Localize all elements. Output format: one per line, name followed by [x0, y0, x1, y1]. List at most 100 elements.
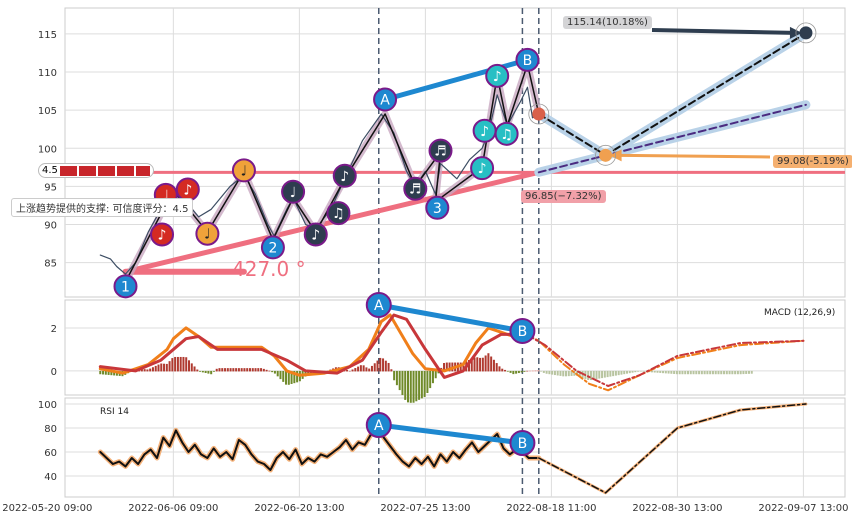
macd-histogram-bar — [409, 370, 412, 403]
macd-histogram-bar — [196, 369, 199, 372]
macd-histogram-bar — [747, 370, 750, 374]
marker-label: 2 — [268, 240, 277, 256]
macd-histogram-bar — [650, 370, 653, 373]
target-ring — [595, 144, 616, 166]
score-icon — [135, 165, 150, 176]
marker-circle — [403, 176, 428, 201]
macd-histogram-bar — [725, 370, 728, 375]
marker-circle — [281, 179, 306, 204]
macd-histogram-bar — [473, 357, 476, 372]
macd-histogram-bar — [573, 370, 576, 376]
marker-circle — [150, 222, 175, 247]
macd-histogram-bar — [426, 370, 429, 393]
macd-histogram-bar — [143, 369, 146, 372]
pattern-marker: ♫ — [494, 121, 519, 146]
macd-histogram-bar — [376, 360, 379, 372]
macd-histogram-bar — [659, 370, 662, 373]
macd-histogram-bar — [692, 370, 695, 375]
pattern-marker: ♫ — [326, 201, 351, 226]
macd-histogram-bar — [279, 370, 282, 380]
marker-circle — [332, 163, 357, 188]
macd-histogram-bar — [406, 370, 409, 403]
macd-histogram-bar — [520, 370, 523, 373]
forecast-trendline — [537, 103, 807, 174]
marker-label: ♩ — [290, 185, 297, 201]
macd-histogram-bar — [246, 368, 249, 372]
marker-circle — [195, 221, 220, 246]
macd-histogram-bar — [182, 356, 185, 372]
macd-histogram-bar — [357, 366, 360, 372]
macd-histogram-bar — [490, 356, 493, 372]
y-tick-label: 0 — [51, 367, 57, 378]
score-icon — [78, 165, 96, 176]
macd-histogram-bar — [504, 369, 507, 372]
macd-histogram-bar — [113, 370, 116, 376]
y-tick-label: 110 — [38, 68, 57, 79]
marker-label: ♪ — [493, 69, 502, 85]
macd-histogram-bar — [512, 370, 515, 375]
macd-histogram-bar — [99, 370, 102, 375]
macd-histogram-bar — [348, 370, 351, 372]
marker-label: ♬ — [409, 182, 422, 198]
macd-histogram-bar — [431, 370, 434, 384]
rsi-legend: RSI 14 — [100, 407, 129, 417]
macd-histogram-bar — [140, 368, 143, 372]
target-dot — [799, 26, 813, 40]
macd-histogram-bar — [714, 370, 717, 375]
macd-histogram-bar — [359, 365, 362, 372]
marker-label: B — [518, 324, 528, 340]
target-dot — [599, 148, 613, 162]
macd-histogram-bar — [382, 358, 385, 372]
macd-histogram-bar — [703, 370, 706, 375]
macd-histogram-bar — [287, 370, 290, 385]
macd-histogram-bar — [351, 369, 354, 372]
marker-circle — [365, 291, 392, 318]
macd-histogram-bar — [362, 365, 365, 372]
macd-histogram-bar — [207, 370, 210, 374]
x-tick-label: 2022-07-25 13:00 — [380, 503, 470, 514]
macd-histogram-bar — [395, 370, 398, 386]
macd-histogram-bar — [165, 363, 168, 372]
macd-histogram-bar — [151, 367, 154, 372]
macd-histogram-bar — [185, 357, 188, 372]
macd-histogram-bar — [720, 370, 723, 375]
macd-histogram-bar — [163, 363, 166, 372]
macd-histogram-bar — [542, 370, 545, 373]
macd-histogram-bar — [398, 370, 401, 391]
macd-histogram-bar — [235, 368, 238, 372]
macd-histogram-bar — [218, 368, 221, 372]
pattern-marker: A — [365, 291, 392, 318]
macd-histogram-bar — [609, 370, 612, 377]
macd-histogram-bar — [678, 370, 681, 375]
pattern-marker: 2 — [260, 235, 285, 260]
macd-histogram-bar — [617, 370, 620, 376]
macd-histogram-bar — [506, 370, 509, 372]
marker-label: ♪ — [183, 182, 192, 198]
macd-histogram-bar — [501, 368, 504, 372]
macd-histogram-bar — [670, 370, 673, 374]
macd-histogram-bar — [370, 365, 373, 372]
macd-histogram-bar — [515, 370, 518, 374]
macd-dif-forecast — [525, 333, 805, 392]
macd-histogram-bar — [265, 369, 268, 372]
macd-histogram-bar — [226, 368, 229, 372]
x-tick-label: 2022-05-20 09:00 — [2, 503, 92, 514]
macd-histogram-bar — [273, 370, 276, 374]
macd-histogram-bar — [523, 370, 526, 372]
macd-histogram-bar — [484, 355, 487, 372]
macd-histogram-bar — [559, 370, 562, 376]
pattern-marker: 3 — [425, 195, 450, 220]
macd-histogram-bar — [470, 358, 473, 372]
macd-histogram-bar — [271, 370, 274, 373]
score-badge[interactable]: 4.5 — [38, 163, 154, 178]
y-tick-label: 90 — [44, 221, 57, 232]
macd-histogram-bar — [606, 370, 609, 378]
marker-label: ♪ — [311, 227, 320, 243]
macd-histogram-bar — [268, 370, 271, 372]
macd-histogram-bar — [393, 370, 396, 381]
macd-histogram-bar — [415, 370, 418, 402]
macd-histogram-bar — [528, 370, 531, 372]
macd-histogram-bar — [296, 370, 299, 383]
macd-histogram-bar — [346, 370, 349, 372]
y-tick-label: 85 — [44, 259, 57, 270]
